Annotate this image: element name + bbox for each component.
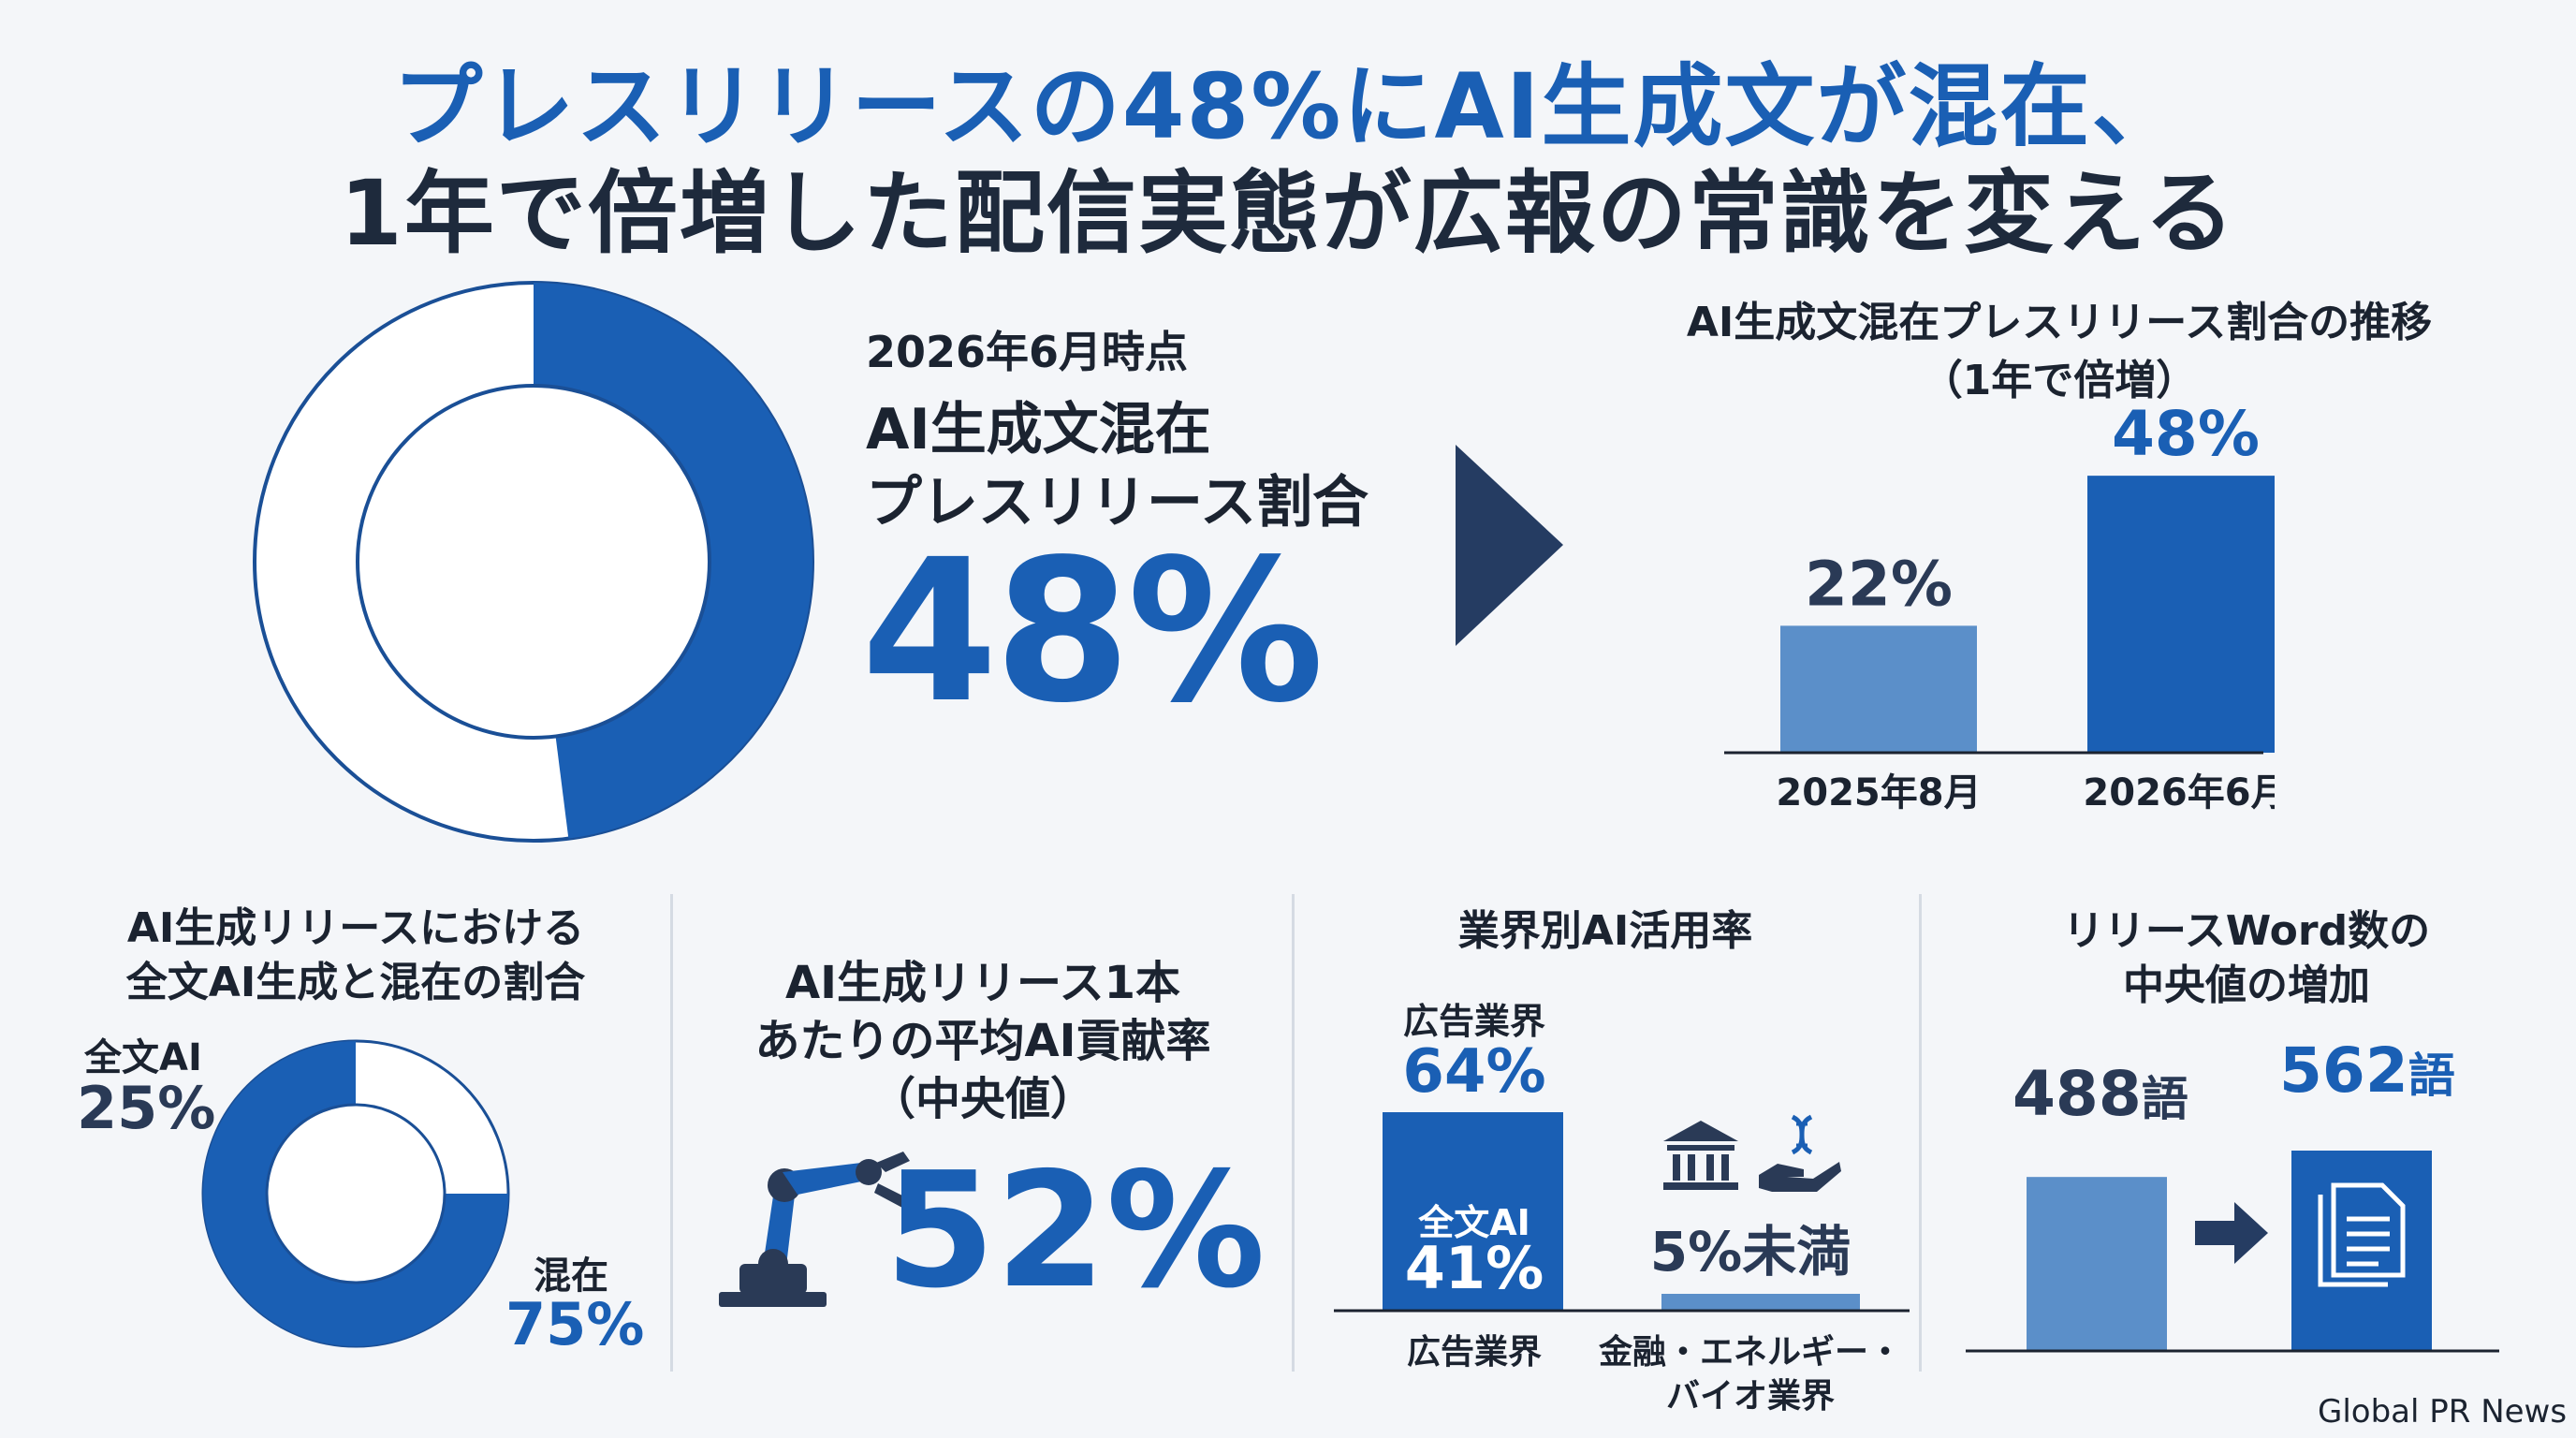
dna-hand-icon — [1759, 1114, 1841, 1192]
panel3-bar2-category-line2: バイオ業界 — [1665, 1377, 1835, 1416]
hero-label-line2: プレスリリース割合 — [866, 470, 1368, 536]
panel1-slice2-value: 75% — [505, 1290, 645, 1358]
bank-icon — [1663, 1121, 1738, 1190]
panel1-donut-inner-ring — [265, 1103, 446, 1284]
panel3-bar2-value: 5%未満 — [1649, 1220, 1852, 1284]
panel3-title: 業界別AI活用率 — [1457, 907, 1753, 955]
panel4-title-line2: 中央値の増加 — [2123, 961, 2370, 1009]
trend-bar-1-value-label: 22% — [1805, 548, 1953, 620]
panel1-title-line1: AI生成リリースにおける — [126, 904, 585, 952]
panel4-after-value: 562 — [2279, 1034, 2408, 1107]
panel4-after-label: 562語 — [2279, 1034, 2455, 1107]
panel3-bar2-category-line1: 金融・エネルギー・ — [1598, 1333, 1902, 1372]
trend-chart-title-line2: （1年で倍増） — [1921, 357, 2198, 404]
trend-chart-title-line1: AI生成文混在プレスリリース割合の推移 — [1686, 299, 2433, 346]
trend-bar-2 — [2087, 476, 2275, 753]
panel1-title-line2: 全文AI生成と混在の割合 — [125, 959, 586, 1006]
panel2-title-line2: あたりの平均AI貢献率 — [754, 1015, 1211, 1067]
panel3-bar1-value: 64% — [1402, 1037, 1546, 1107]
industry-bar-advertising — [1383, 1112, 1563, 1311]
panel4-title-line1: リリースWord数の — [2062, 907, 2431, 955]
panel-divider-3 — [1919, 894, 1922, 1372]
robot-arm-icon — [719, 1152, 910, 1307]
panel4-before-value: 488 — [2012, 1058, 2142, 1130]
panel3-bar1-category: 広告業界 — [1406, 1333, 1542, 1372]
industry-bar-chart — [1334, 1112, 1910, 1313]
source-credit: Global PR News — [2318, 1393, 2568, 1431]
panel4-after-unit: 語 — [2408, 1049, 2455, 1103]
trend-bar-chart: 22% 2025年8月 48% 2026年6月 — [1724, 398, 2275, 814]
word-count-bar-before — [2027, 1177, 2167, 1351]
panel4-before-unit: 語 — [2141, 1072, 2188, 1126]
hero-label-line1: AI生成文混在 — [866, 397, 1211, 462]
panel1-slice2-label: 混在 — [534, 1255, 608, 1298]
panel-divider-2 — [1292, 894, 1295, 1372]
panel2-value: 52% — [885, 1138, 1266, 1324]
panel3-bar1-inner-value: 41% — [1404, 1234, 1544, 1302]
hero-donut-inner-ring — [356, 384, 711, 740]
document-icon — [2318, 1182, 2406, 1287]
arrow-right-icon — [2195, 1202, 2268, 1264]
trend-bar-2-category-label: 2026年6月 — [2083, 771, 2275, 814]
hero-date: 2026年6月時点 — [866, 327, 1189, 377]
page-title-line1: プレスリリースの48%にAI生成文が混在、 — [392, 54, 2184, 159]
hero-donut-chart — [253, 281, 814, 843]
panel2-title-line3: （中央値） — [870, 1073, 1095, 1125]
trend-bar-1 — [1780, 625, 1977, 753]
trend-bar-1-category-label: 2025年8月 — [1776, 771, 1981, 814]
trend-bar-2-value-label: 48% — [2112, 398, 2260, 470]
panel1-slice1-label: 全文AI — [84, 1036, 202, 1079]
panel1-slice1-value: 25% — [77, 1074, 216, 1142]
panel2-title-line1: AI生成リリース1本 — [784, 957, 1180, 1009]
play-arrow-icon — [1456, 445, 1563, 646]
industry-bar-finance-energy-bio — [1661, 1294, 1860, 1311]
panel1-donut-chart — [201, 1039, 510, 1348]
panel-divider-1 — [670, 894, 673, 1372]
page-title-line2: 1年で倍増した配信実態が広報の常識を変える — [340, 161, 2236, 266]
panel4-before-label: 488語 — [2012, 1058, 2188, 1130]
panel3-bar1-inner-label: 全文AI — [1418, 1202, 1530, 1243]
panel3-bar1-top-label: 広告業界 — [1402, 1001, 1545, 1042]
hero-value: 48% — [861, 517, 1325, 746]
